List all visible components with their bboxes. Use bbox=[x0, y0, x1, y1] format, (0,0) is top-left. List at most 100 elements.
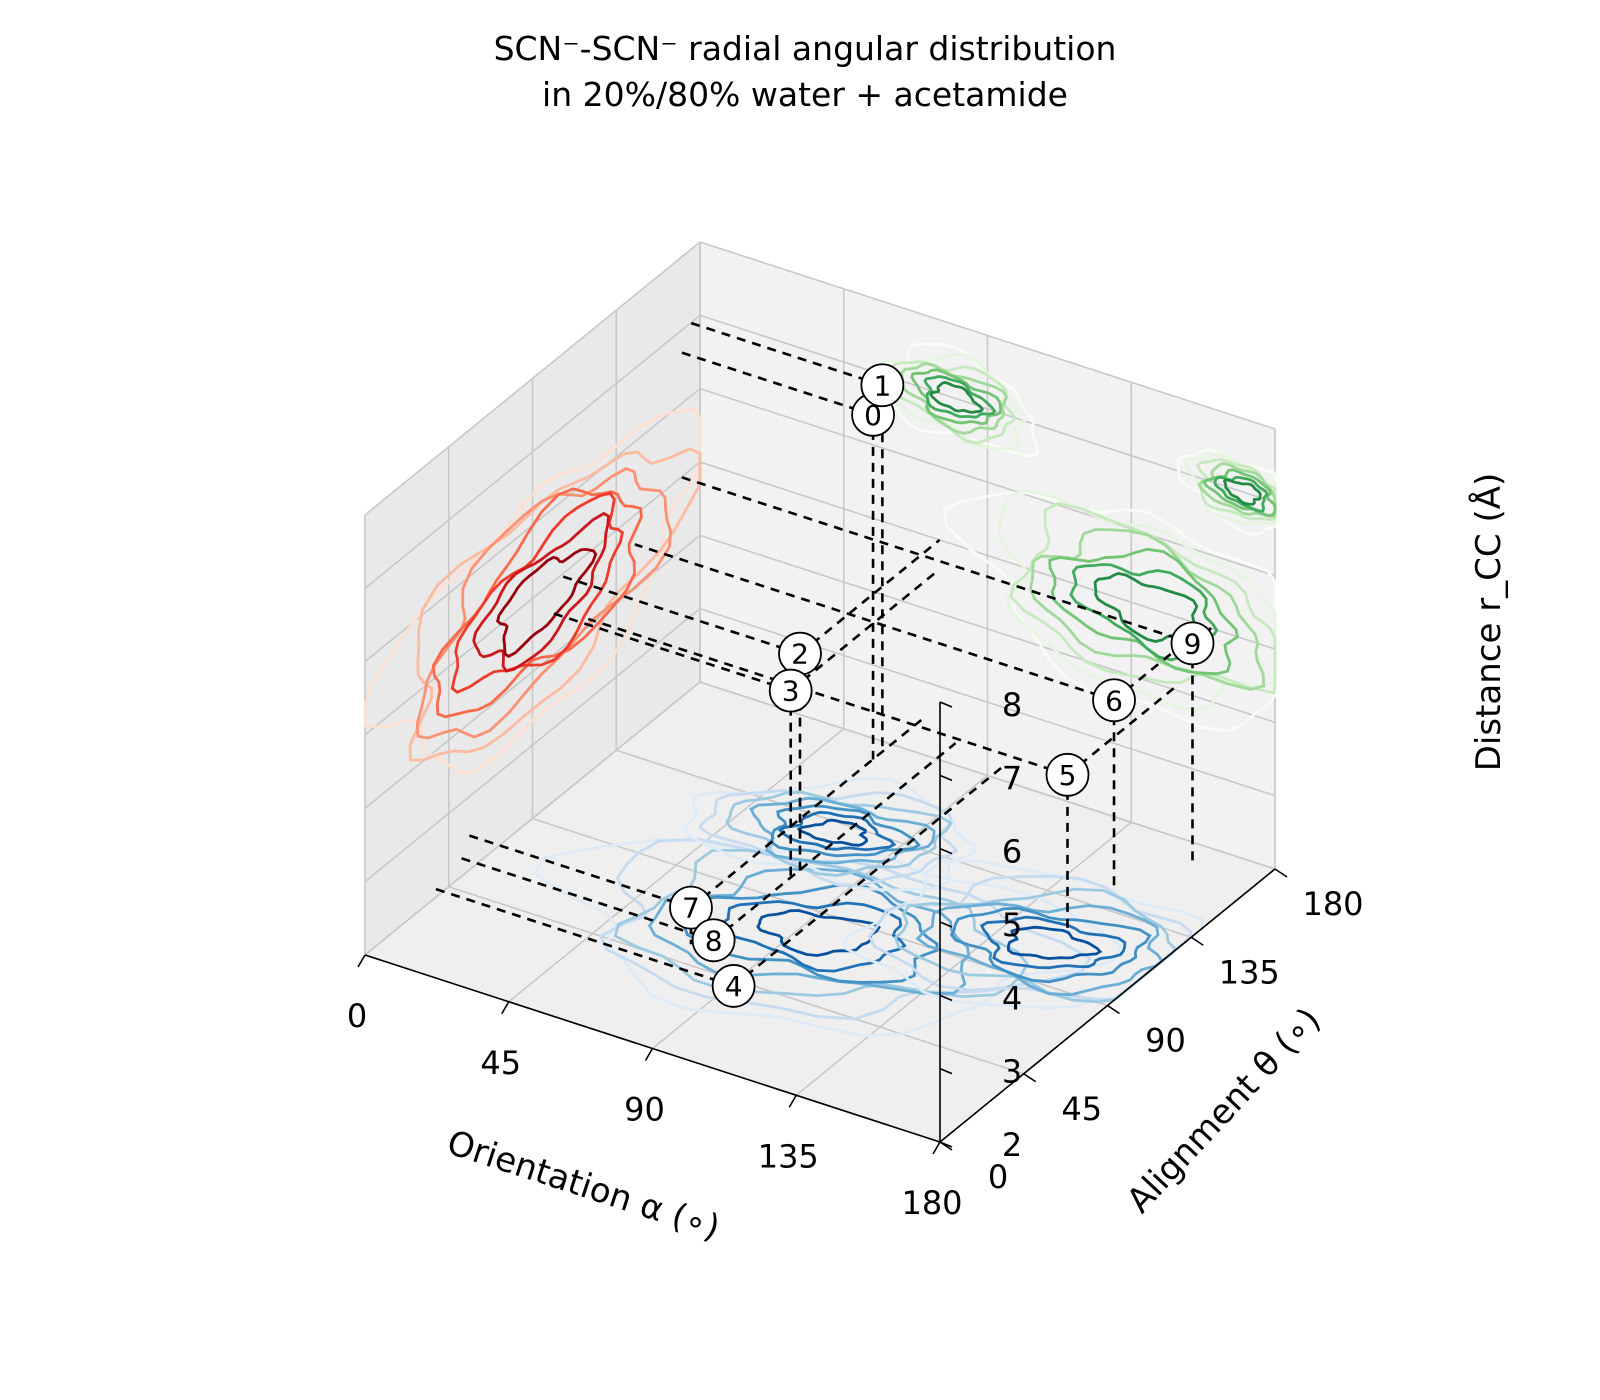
grid-line bbox=[699, 681, 1276, 870]
point-marker-label: 4 bbox=[725, 970, 743, 1003]
point-marker-label: 0 bbox=[864, 399, 882, 432]
projection-line-to-left bbox=[690, 321, 883, 387]
point-marker-label: 1 bbox=[873, 369, 891, 402]
contours-alpha-theta-blue bbox=[532, 776, 1205, 1038]
z-tick-label: 7 bbox=[1002, 759, 1022, 797]
z-tick-label: 6 bbox=[1002, 833, 1022, 871]
contour-red bbox=[496, 547, 598, 659]
contour-red bbox=[431, 487, 643, 719]
point-marker-label: 8 bbox=[705, 924, 723, 957]
x-tick-mark bbox=[644, 1048, 654, 1061]
z-tick-mark bbox=[939, 774, 953, 782]
contour-blue bbox=[867, 874, 1194, 1002]
z-tick-label: 3 bbox=[1002, 1053, 1022, 1091]
x-tick-mark bbox=[932, 1141, 941, 1155]
grid-line bbox=[699, 241, 1276, 430]
projection-lines bbox=[429, 321, 1212, 1001]
z-axis-label: Distance r_CC (Å) bbox=[1468, 473, 1509, 772]
projection-line-to-back bbox=[789, 568, 941, 692]
z-tick-mark bbox=[939, 701, 953, 708]
z-tick-label: 2 bbox=[1002, 1126, 1022, 1164]
point-marker bbox=[1045, 752, 1090, 797]
grid-line bbox=[364, 461, 701, 736]
point-marker bbox=[1092, 678, 1136, 723]
point-marker bbox=[1170, 621, 1215, 666]
x-tick-label: 180 bbox=[901, 1184, 962, 1222]
contour-green bbox=[1048, 547, 1240, 676]
contour-green bbox=[929, 381, 985, 414]
contour-red bbox=[408, 447, 702, 762]
contour-blue bbox=[770, 804, 922, 858]
contour-blue bbox=[697, 789, 959, 888]
contour-blue bbox=[714, 900, 907, 973]
point-marker-label: 5 bbox=[1059, 759, 1077, 792]
title-line: in 20%/80% water + acetamide bbox=[542, 75, 1068, 114]
point-marker-label: 3 bbox=[782, 675, 800, 708]
projection-line-to-left bbox=[680, 351, 874, 417]
projection-line-to-left bbox=[587, 617, 1068, 777]
y-tick-mark bbox=[1190, 936, 1204, 946]
contour-green bbox=[1222, 478, 1262, 506]
contour-blue bbox=[598, 837, 1092, 1021]
contour-blue bbox=[796, 818, 869, 847]
projection-line-to-back bbox=[799, 538, 941, 655]
z-tick-mark bbox=[939, 1141, 953, 1148]
contour-blue bbox=[979, 915, 1127, 970]
z-tick-mark bbox=[939, 994, 953, 1002]
chart-title: SCN⁻-SCN⁻ radial angular distribution in … bbox=[494, 29, 1117, 114]
contour-green bbox=[1213, 475, 1269, 513]
point-marker-label: 7 bbox=[682, 892, 700, 925]
projection-line-to-left bbox=[560, 574, 801, 655]
x-tick-label: 135 bbox=[758, 1137, 819, 1175]
point-marker bbox=[860, 363, 905, 408]
point-marker bbox=[669, 885, 713, 930]
title-line: SCN⁻-SCN⁻ radial angular distribution bbox=[494, 29, 1117, 68]
projection-line-to-left bbox=[550, 611, 792, 692]
z-tick-mark bbox=[939, 847, 953, 855]
contour-green bbox=[1183, 452, 1277, 526]
contour-green bbox=[923, 375, 997, 419]
contour-blue bbox=[915, 902, 1165, 997]
projection-line-to-left bbox=[466, 833, 692, 909]
y-tick-mark bbox=[1107, 1004, 1120, 1015]
x-tick-label: 90 bbox=[624, 1091, 665, 1129]
x-tick-mark bbox=[788, 1094, 797, 1108]
grid-line bbox=[364, 314, 701, 589]
contour-green bbox=[1176, 448, 1277, 536]
x-tick-mark bbox=[357, 954, 366, 968]
point-marker bbox=[711, 964, 756, 1008]
grid-line bbox=[364, 608, 701, 883]
projection-line-to-back bbox=[690, 717, 925, 909]
y-tick-mark bbox=[1023, 1073, 1037, 1083]
contours-theta-r-red bbox=[363, 408, 702, 774]
grid-line bbox=[699, 461, 1276, 650]
z-tick-mark bbox=[939, 921, 953, 928]
z-tick-label: 5 bbox=[1002, 906, 1022, 944]
projection-line-to-left bbox=[429, 886, 735, 988]
y-tick-label: 45 bbox=[1061, 1090, 1102, 1128]
point-marker bbox=[691, 918, 736, 963]
projection-line-to-back bbox=[1113, 646, 1180, 702]
y-tick-label: 90 bbox=[1145, 1022, 1186, 1060]
contour-green bbox=[997, 488, 1277, 713]
point-marker-label: 2 bbox=[791, 638, 809, 671]
projection-line-to-left bbox=[634, 543, 1115, 702]
x-tick-label: 0 bbox=[347, 997, 367, 1035]
y-tick-label: 180 bbox=[1302, 885, 1363, 923]
point-marker-label: 6 bbox=[1105, 684, 1123, 717]
contour-blue bbox=[1006, 925, 1103, 960]
grid-line bbox=[364, 241, 701, 516]
y-tick-label: 0 bbox=[988, 1158, 1008, 1196]
contour-blue bbox=[749, 796, 936, 865]
contour-blue bbox=[725, 790, 953, 877]
contour-blue bbox=[532, 838, 1122, 1038]
grid-line bbox=[699, 534, 1276, 724]
contour-blue bbox=[777, 810, 897, 852]
grid-line bbox=[699, 387, 1276, 577]
contour-red bbox=[450, 491, 624, 694]
point-marker bbox=[768, 668, 813, 713]
contour-blue bbox=[893, 887, 1178, 1004]
